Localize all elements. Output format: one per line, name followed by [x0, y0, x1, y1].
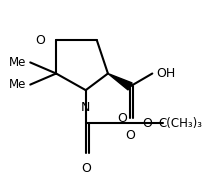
Text: OH: OH — [156, 67, 175, 80]
Text: N: N — [81, 101, 91, 114]
Text: O: O — [35, 34, 45, 47]
Text: C(CH₃)₃: C(CH₃)₃ — [158, 117, 202, 130]
Polygon shape — [108, 74, 132, 90]
Text: Me: Me — [9, 78, 27, 91]
Text: O: O — [142, 117, 152, 130]
Text: O: O — [81, 162, 91, 175]
Text: O: O — [125, 129, 135, 142]
Text: Me: Me — [9, 56, 27, 69]
Text: O: O — [117, 112, 127, 125]
